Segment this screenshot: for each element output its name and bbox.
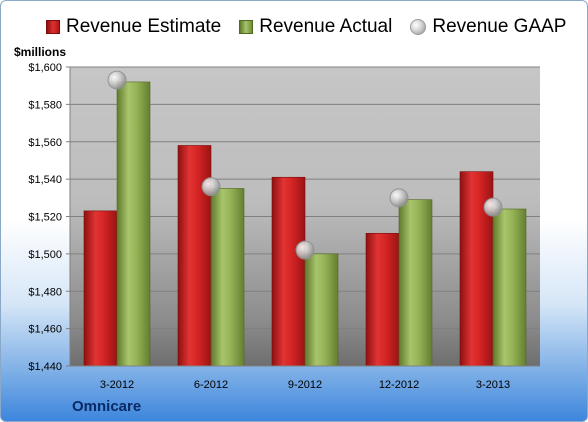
x-tick-label: 12-2012	[379, 379, 419, 391]
legend-item-revenue-estimate: Revenue Estimate	[46, 16, 221, 38]
y-axis-ticks: $1,440 $1,460 $1,480 $1,500 $1,520 $1,540 $1,5…	[28, 62, 71, 373]
legend-label-revenue-estimate: Revenue Estimate	[66, 16, 222, 37]
y-tick-label: $1,520	[28, 212, 62, 224]
chart-legend: Revenue Estimate Revenue Actual Revenue …	[46, 14, 566, 40]
gaap-markers	[107, 70, 503, 260]
marker-revenue-gaap	[483, 197, 503, 217]
bar-revenue-estimate	[271, 176, 306, 367]
legend-swatch-revenue-estimate	[46, 20, 60, 34]
bar-revenue-actual	[492, 208, 527, 367]
y-tick-label: $1,580	[28, 99, 62, 111]
x-tick-label: 3-2013	[476, 379, 510, 391]
x-tick-label: 9-2012	[288, 379, 322, 391]
bar-revenue-actual	[304, 253, 339, 367]
legend-label-revenue-actual: Revenue Actual	[259, 16, 393, 37]
x-tick-label: 3-2012	[100, 379, 134, 391]
legend-item-revenue-gaap: Revenue GAAP	[410, 16, 566, 38]
marker-revenue-gaap	[107, 70, 127, 90]
legend-swatch-revenue-gaap	[410, 19, 427, 35]
marker-revenue-gaap	[201, 177, 221, 197]
bar-revenue-estimate	[365, 233, 400, 367]
x-axis-ticks: 3-2012 6-2012 9-2012 12-2012 3-2013	[70, 365, 540, 391]
legend-label-revenue-gaap: Revenue GAAP	[432, 16, 567, 37]
bars	[83, 81, 527, 367]
bar-revenue-actual	[116, 81, 151, 367]
bar-revenue-actual	[398, 199, 433, 367]
marker-revenue-gaap	[389, 188, 409, 208]
y-tick-label: $1,560	[28, 137, 62, 149]
legend-item-revenue-actual: Revenue Actual	[239, 16, 392, 38]
bar-revenue-estimate	[83, 210, 118, 367]
x-tick-label: 6-2012	[194, 379, 228, 391]
marker-revenue-gaap	[295, 240, 315, 260]
y-tick-label: $1,480	[28, 286, 62, 298]
y-tick-label: $1,440	[28, 361, 62, 373]
company-name: Omnicare	[72, 398, 142, 415]
y-tick-label: $1,460	[28, 324, 62, 336]
y-tick-label: $1,600	[28, 62, 62, 74]
legend-swatch-revenue-actual	[239, 20, 254, 34]
bar-revenue-actual	[210, 188, 245, 367]
y-axis-unit-label: $millions	[14, 45, 67, 59]
y-tick-label: $1,540	[28, 174, 62, 186]
y-tick-label: $1,500	[28, 249, 62, 261]
